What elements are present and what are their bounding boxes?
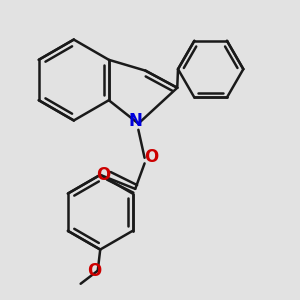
- Text: O: O: [144, 148, 159, 166]
- Text: N: N: [128, 112, 142, 130]
- Text: O: O: [87, 262, 101, 280]
- Text: O: O: [96, 166, 110, 184]
